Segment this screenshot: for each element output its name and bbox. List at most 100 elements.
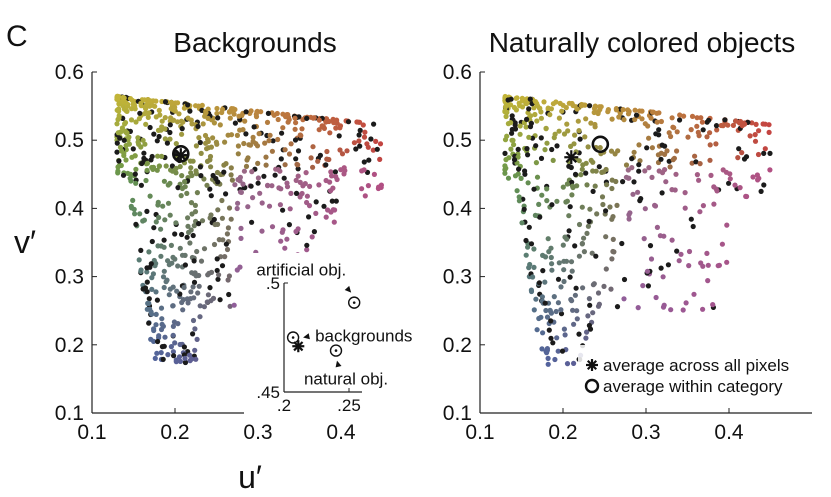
natural-objects-pixel-dot bbox=[705, 278, 711, 284]
natural-objects-pixel-dot bbox=[693, 159, 699, 165]
natural-objects-pixel-dot bbox=[571, 360, 577, 366]
natural-objects-pixel-dot bbox=[585, 313, 591, 319]
backgrounds-pixel-dot bbox=[179, 126, 185, 132]
backgrounds-pixel-dot bbox=[338, 167, 344, 173]
natural-objects-pixel-dot bbox=[540, 330, 546, 336]
backgrounds-pixel-dot bbox=[182, 262, 188, 268]
natural-objects-pixel-dot bbox=[656, 168, 662, 174]
natural-objects-pixel-dot bbox=[689, 113, 696, 119]
backgrounds-pixel-dot bbox=[298, 192, 304, 198]
backgrounds-pixel-dot bbox=[141, 150, 147, 156]
natural-objects-pixel-dot bbox=[648, 115, 654, 121]
natural-objects-pixel-dot bbox=[544, 186, 550, 192]
natural-objects-pixel-dot bbox=[586, 322, 593, 329]
natural-objects-pixel-dot bbox=[587, 206, 593, 212]
natural-objects-pixel-dot bbox=[544, 140, 550, 146]
backgrounds-pixel-dot bbox=[181, 105, 187, 111]
backgrounds-pixel-dot bbox=[169, 100, 175, 106]
natural-objects-pixel-dot bbox=[524, 146, 530, 152]
backgrounds-pixel-dot bbox=[351, 140, 357, 146]
backgrounds-pixel-dot bbox=[193, 143, 199, 149]
backgrounds-pixel-dot bbox=[124, 130, 130, 136]
natural-objects-pixel-dot bbox=[755, 151, 762, 158]
backgrounds-pixel-dot bbox=[251, 124, 257, 130]
natural-objects-pixel-dot bbox=[523, 237, 529, 244]
natural-objects-pixel-dot bbox=[567, 274, 573, 280]
natural-objects-pixel-cloud bbox=[502, 93, 773, 367]
natural-objects-pixel-dot bbox=[756, 128, 762, 134]
natural-objects-pixel-dot bbox=[636, 162, 642, 168]
natural-objects-pixel-dot bbox=[564, 181, 571, 187]
backgrounds-pixel-dot bbox=[156, 214, 162, 221]
natural-objects-pixel-dot bbox=[761, 182, 767, 188]
natural-objects-y-tick-label: 0.5 bbox=[443, 129, 472, 152]
backgrounds-pixel-dot bbox=[207, 285, 213, 291]
backgrounds-pixel-dot bbox=[165, 352, 171, 358]
natural-objects-pixel-dot bbox=[632, 107, 638, 113]
backgrounds-pixel-dot bbox=[162, 99, 169, 105]
backgrounds-pixel-dot bbox=[307, 183, 313, 189]
legend-entry-label: average within category bbox=[603, 377, 783, 396]
natural-objects-y-tick-label: 0.3 bbox=[443, 266, 472, 289]
natural-objects-pixel-dot bbox=[661, 233, 667, 239]
natural-objects-pixel-dot bbox=[688, 127, 694, 133]
natural-objects-pixel-dot bbox=[584, 182, 590, 188]
natural-objects-pixel-dot bbox=[623, 174, 630, 180]
backgrounds-pixel-dot bbox=[231, 302, 237, 308]
backgrounds-pixel-dot bbox=[223, 191, 229, 197]
backgrounds-pixel-dot bbox=[208, 164, 214, 170]
backgrounds-pixel-dot bbox=[116, 158, 122, 164]
backgrounds-pixel-dot bbox=[250, 134, 256, 140]
natural-objects-pixel-dot bbox=[678, 251, 684, 257]
backgrounds-pixel-dot bbox=[215, 179, 221, 185]
natural-objects-pixel-dot bbox=[561, 278, 567, 285]
natural-objects-pixel-dot bbox=[762, 121, 768, 127]
natural-objects-pixel-dot bbox=[682, 190, 688, 196]
natural-objects-title: Naturally colored objects bbox=[489, 27, 796, 58]
backgrounds-pixel-dot bbox=[149, 286, 155, 292]
backgrounds-pixel-dot bbox=[365, 144, 371, 150]
backgrounds-pixel-dot bbox=[132, 171, 138, 177]
backgrounds-pixel-dot bbox=[133, 221, 139, 227]
natural-objects-pixel-dot bbox=[531, 264, 537, 270]
natural-objects-pixel-dot bbox=[698, 260, 704, 266]
backgrounds-y-tick-label: 0.1 bbox=[55, 402, 84, 425]
backgrounds-pixel-dot bbox=[329, 173, 335, 179]
natural-objects-pixel-dot bbox=[592, 103, 598, 109]
backgrounds-pixel-dot bbox=[221, 169, 227, 175]
natural-objects-pixel-dot bbox=[669, 187, 675, 193]
natural-objects-pixel-dot bbox=[766, 129, 772, 135]
backgrounds-pixel-dot bbox=[356, 132, 362, 138]
backgrounds-pixel-dot bbox=[323, 162, 329, 168]
natural-objects-pixel-dot bbox=[586, 218, 592, 224]
backgrounds-pixel-dot bbox=[295, 173, 301, 179]
natural-objects-pixel-dot bbox=[609, 256, 615, 262]
natural-objects-pixel-dot bbox=[530, 274, 536, 280]
backgrounds-pixel-dot bbox=[180, 297, 187, 303]
natural-objects-average-marks bbox=[564, 135, 610, 165]
backgrounds-pixel-dot bbox=[211, 216, 217, 223]
natural-objects-pixel-dot bbox=[554, 198, 560, 204]
backgrounds-pixel-dot bbox=[287, 206, 293, 212]
backgrounds-pixel-dot bbox=[155, 338, 161, 345]
backgrounds-pixel-dot bbox=[258, 109, 264, 115]
backgrounds-pixel-dot bbox=[159, 316, 165, 322]
backgrounds-pixel-dot bbox=[377, 156, 383, 162]
natural-objects-pixel-dot bbox=[677, 112, 683, 118]
natural-objects-pixel-dot bbox=[639, 108, 645, 114]
backgrounds-pixel-dot bbox=[188, 289, 194, 295]
backgrounds-pixel-dot bbox=[279, 130, 285, 136]
backgrounds-pixel-dot bbox=[263, 154, 269, 160]
natural-objects-pixel-dot bbox=[635, 305, 641, 311]
backgrounds-pixel-dot bbox=[204, 158, 211, 164]
natural-objects-pixel-dot bbox=[549, 267, 555, 273]
backgrounds-pixel-dot bbox=[315, 158, 321, 164]
natural-objects-pixel-dot bbox=[658, 156, 664, 162]
backgrounds-pixel-dot bbox=[269, 148, 275, 154]
backgrounds-pixel-dot bbox=[225, 277, 231, 283]
natural-objects-pixel-dot bbox=[632, 116, 638, 123]
backgrounds-pixel-dot bbox=[178, 193, 184, 199]
backgrounds-pixel-dot bbox=[160, 274, 167, 280]
backgrounds-pixel-dot bbox=[304, 242, 310, 248]
natural-objects-pixel-dot bbox=[694, 172, 701, 178]
